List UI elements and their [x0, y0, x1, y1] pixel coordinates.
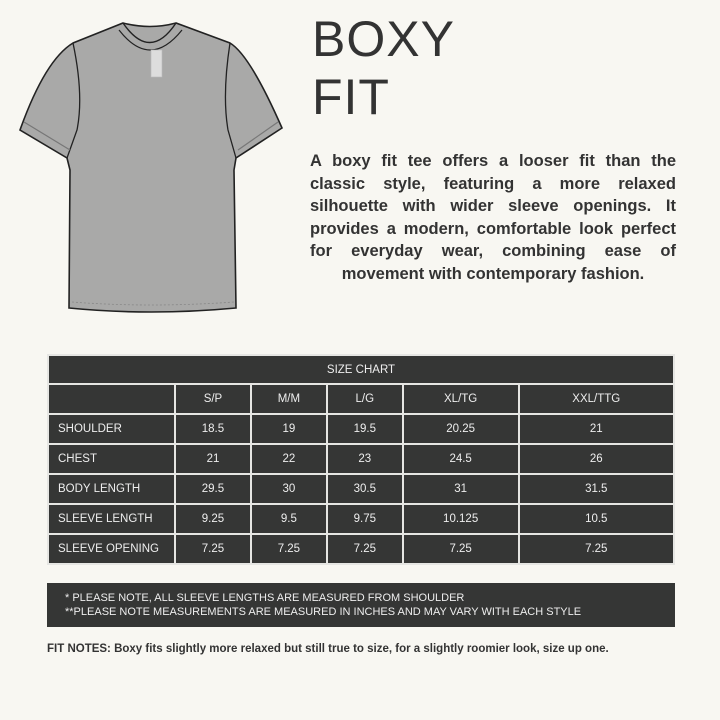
measurement-cell: 18.5	[174, 413, 252, 445]
hang-tag	[150, 49, 163, 78]
measurement-cell: 30	[249, 473, 328, 505]
measurement-cell: 26	[517, 443, 676, 475]
measurement-cell: 7.25	[249, 533, 328, 565]
fit-notes-label: FIT NOTES:	[47, 643, 111, 655]
size-header: S/P	[174, 383, 252, 415]
table-row: SLEEVE LENGTH 9.25 9.5 9.75 10.125 10.5	[47, 503, 676, 535]
fit-notes-text: Boxy fits slightly more relaxed but stil…	[110, 643, 609, 655]
title-line-1: BOXY	[312, 11, 455, 67]
note-line: * PLEASE NOTE, ALL SLEEVE LENGTHS ARE ME…	[65, 592, 465, 604]
row-label: BODY LENGTH	[47, 473, 176, 505]
measurement-cell: 29.5	[174, 473, 252, 505]
fit-notes: FIT NOTES: Boxy fits slightly more relax…	[47, 643, 609, 655]
measurement-cell: 20.25	[401, 413, 520, 445]
row-label: SHOULDER	[47, 413, 176, 445]
row-label: SLEEVE OPENING	[47, 533, 176, 565]
title-line-2: FIT	[312, 69, 390, 125]
measurement-cell: 9.75	[325, 503, 404, 535]
row-label: CHEST	[47, 443, 176, 475]
description: A boxy fit tee offers a looser fit than …	[310, 152, 676, 283]
measurement-cell: 7.25	[174, 533, 252, 565]
measurement-cell: 24.5	[401, 443, 520, 475]
measurement-cell: 22	[249, 443, 328, 475]
measurement-cell: 7.25	[517, 533, 676, 565]
table-row: CHEST 21 22 23 24.5 26	[47, 443, 676, 475]
measurement-cell: 10.5	[517, 503, 676, 535]
measurement-cell: 7.25	[325, 533, 404, 565]
measurement-cell: 19.5	[325, 413, 404, 445]
measurement-cell: 31	[401, 473, 520, 505]
measurement-cell: 9.5	[249, 503, 328, 535]
measurement-cell: 21	[174, 443, 252, 475]
size-header-row: S/P M/M L/G XL/TG XXL/TTG	[47, 383, 676, 415]
size-header: M/M	[249, 383, 328, 415]
table-row: BODY LENGTH 29.5 30 30.5 31 31.5	[47, 473, 676, 505]
size-header: XXL/TTG	[517, 383, 676, 415]
table-row: SLEEVE OPENING 7.25 7.25 7.25 7.25 7.25	[47, 533, 676, 565]
size-header: XL/TG	[401, 383, 520, 415]
size-header: L/G	[325, 383, 404, 415]
corner-cell	[47, 383, 176, 415]
row-label: SLEEVE LENGTH	[47, 503, 176, 535]
size-chart-title: SIZE CHART	[47, 354, 675, 385]
note-line: **PLEASE NOTE MEASUREMENTS ARE MEASURED …	[65, 606, 582, 618]
table-row: SHOULDER 18.5 19 19.5 20.25 21	[47, 413, 676, 445]
measurement-cell: 31.5	[517, 473, 676, 505]
measurement-cell: 19	[249, 413, 328, 445]
t-shirt-illustration	[19, 22, 284, 313]
page-title: BOXY FIT	[312, 10, 455, 126]
measurement-cell: 30.5	[325, 473, 404, 505]
size-chart-table: SIZE CHART S/P M/M L/G XL/TG XXL/TTG SHO…	[47, 354, 676, 565]
measurement-cell: 9.25	[174, 503, 252, 535]
measurement-cell: 10.125	[401, 503, 520, 535]
measurement-notes: * PLEASE NOTE, ALL SLEEVE LENGTHS ARE ME…	[47, 583, 675, 627]
measurement-cell: 23	[325, 443, 404, 475]
measurement-cell: 21	[517, 413, 676, 445]
measurement-cell: 7.25	[401, 533, 520, 565]
